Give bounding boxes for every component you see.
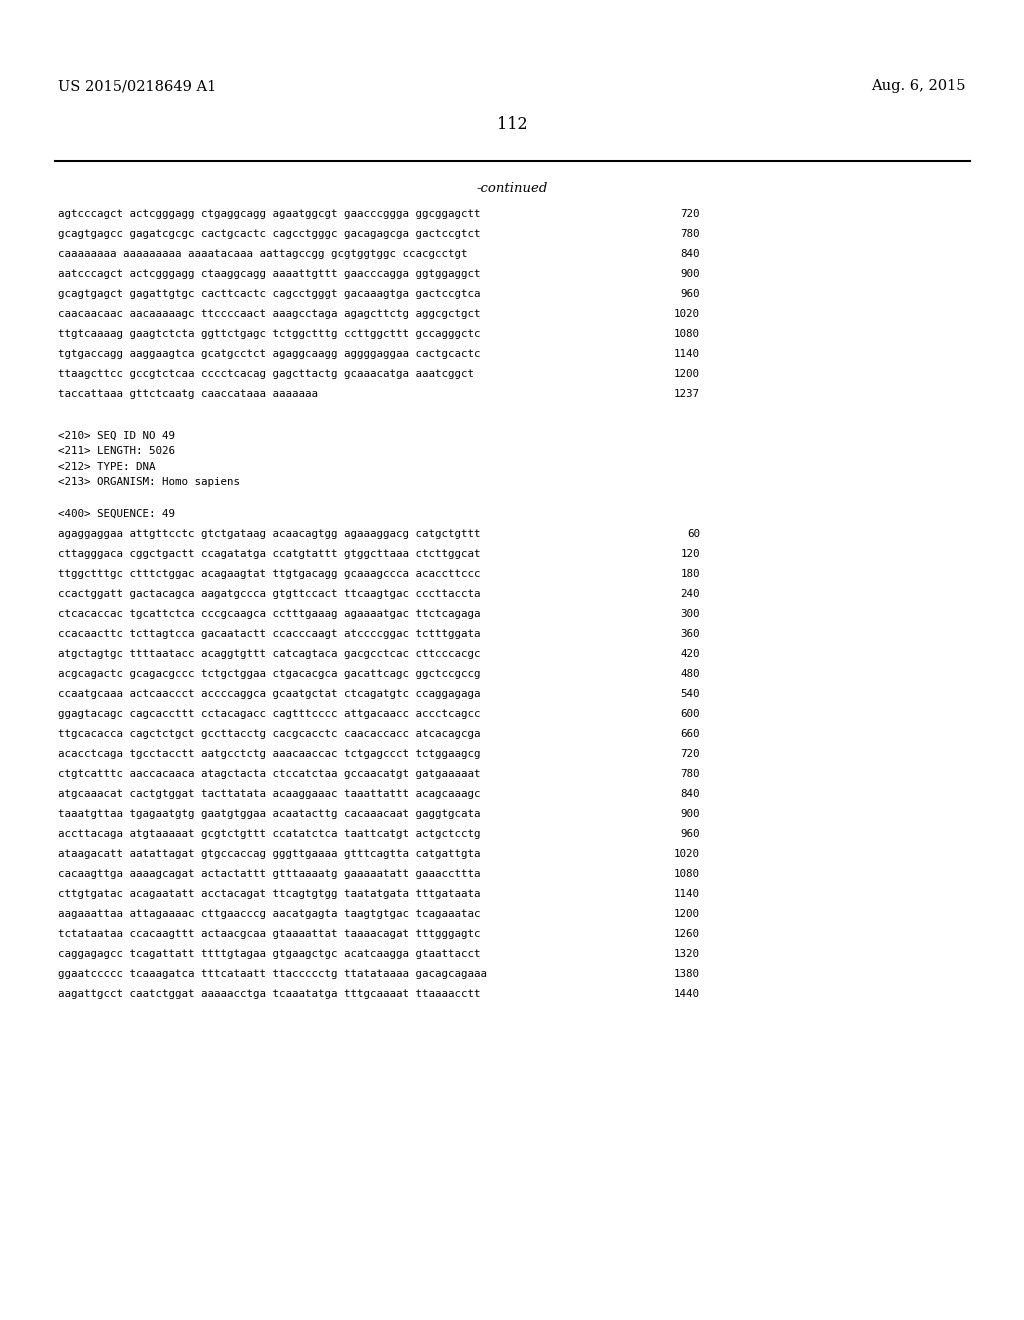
Text: 900: 900 (681, 268, 700, 279)
Text: 240: 240 (681, 589, 700, 598)
Text: atgctagtgc ttttaatacc acaggtgttt catcagtaca gacgcctcac cttcccacgc: atgctagtgc ttttaatacc acaggtgttt catcagt… (58, 648, 480, 659)
Text: ctgtcatttc aaccacaaca atagctacta ctccatctaa gccaacatgt gatgaaaaat: ctgtcatttc aaccacaaca atagctacta ctccatc… (58, 768, 480, 779)
Text: ggagtacagc cagcaccttt cctacagacc cagtttcccc attgacaacc accctcagcc: ggagtacagc cagcaccttt cctacagacc cagtttc… (58, 709, 480, 718)
Text: <211> LENGTH: 5026: <211> LENGTH: 5026 (58, 446, 175, 455)
Text: 1237: 1237 (674, 388, 700, 399)
Text: 300: 300 (681, 609, 700, 619)
Text: 900: 900 (681, 809, 700, 818)
Text: 360: 360 (681, 628, 700, 639)
Text: 1140: 1140 (674, 348, 700, 359)
Text: tctataataa ccacaagttt actaacgcaa gtaaaattat taaaacagat tttgggagtc: tctataataa ccacaagttt actaacgcaa gtaaaat… (58, 928, 480, 939)
Text: 960: 960 (681, 829, 700, 838)
Text: caaaaaaaa aaaaaaaaa aaaatacaaa aattagccgg gcgtggtggc ccacgcctgt: caaaaaaaa aaaaaaaaa aaaatacaaa aattagccg… (58, 248, 468, 259)
Text: ccactggatt gactacagca aagatgccca gtgttccact ttcaagtgac cccttaccta: ccactggatt gactacagca aagatgccca gtgttcc… (58, 589, 480, 598)
Text: taaatgttaa tgagaatgtg gaatgtggaa acaatacttg cacaaacaat gaggtgcata: taaatgttaa tgagaatgtg gaatgtggaa acaatac… (58, 809, 480, 818)
Text: ggaatccccc tcaaagatca tttcataatt ttaccccctg ttatataaaa gacagcagaaa: ggaatccccc tcaaagatca tttcataatt ttacccc… (58, 969, 487, 978)
Text: 1200: 1200 (674, 908, 700, 919)
Text: 1080: 1080 (674, 869, 700, 879)
Text: 1020: 1020 (674, 849, 700, 858)
Text: 420: 420 (681, 648, 700, 659)
Text: 1140: 1140 (674, 888, 700, 899)
Text: acacctcaga tgcctacctt aatgcctctg aaacaaccac tctgagccct tctggaagcg: acacctcaga tgcctacctt aatgcctctg aaacaac… (58, 748, 480, 759)
Text: aatcccagct actcgggagg ctaaggcagg aaaattgttt gaacccagga ggtggaggct: aatcccagct actcgggagg ctaaggcagg aaaattg… (58, 268, 480, 279)
Text: agaggaggaa attgttcctc gtctgataag acaacagtgg agaaaggacg catgctgttt: agaggaggaa attgttcctc gtctgataag acaacag… (58, 528, 480, 539)
Text: 1020: 1020 (674, 309, 700, 318)
Text: ttgtcaaaag gaagtctcta ggttctgagc tctggctttg ccttggcttt gccagggctc: ttgtcaaaag gaagtctcta ggttctgagc tctggct… (58, 329, 480, 338)
Text: acgcagactc gcagacgccc tctgctggaa ctgacacgca gacattcagc ggctccgccg: acgcagactc gcagacgccc tctgctggaa ctgacac… (58, 668, 480, 678)
Text: <400> SEQUENCE: 49: <400> SEQUENCE: 49 (58, 508, 175, 519)
Text: ataagacatt aatattagat gtgccaccag gggttgaaaa gtttcagtta catgattgta: ataagacatt aatattagat gtgccaccag gggttga… (58, 849, 480, 858)
Text: 1080: 1080 (674, 329, 700, 338)
Text: ccaatgcaaa actcaaccct accccaggca gcaatgctat ctcagatgtc ccaggagaga: ccaatgcaaa actcaaccct accccaggca gcaatgc… (58, 689, 480, 698)
Text: 720: 720 (681, 209, 700, 219)
Text: 1200: 1200 (674, 368, 700, 379)
Text: atgcaaacat cactgtggat tacttatata acaaggaaac taaattattt acagcaaagc: atgcaaacat cactgtggat tacttatata acaagga… (58, 788, 480, 799)
Text: Aug. 6, 2015: Aug. 6, 2015 (871, 79, 966, 94)
Text: 780: 780 (681, 768, 700, 779)
Text: cacaagttga aaaagcagat actactattt gtttaaaatg gaaaaatatt gaaaccttta: cacaagttga aaaagcagat actactattt gtttaaa… (58, 869, 480, 879)
Text: cttagggaca cggctgactt ccagatatga ccatgtattt gtggcttaaa ctcttggcat: cttagggaca cggctgactt ccagatatga ccatgta… (58, 549, 480, 558)
Text: 600: 600 (681, 709, 700, 718)
Text: 112: 112 (497, 116, 527, 133)
Text: ttaagcttcc gccgtctcaa cccctcacag gagcttactg gcaaacatga aaatcggct: ttaagcttcc gccgtctcaa cccctcacag gagctta… (58, 368, 474, 379)
Text: ttgcacacca cagctctgct gccttacctg cacgcacctc caacaccacc atcacagcga: ttgcacacca cagctctgct gccttacctg cacgcac… (58, 729, 480, 739)
Text: gcagtgagct gagattgtgc cacttcactc cagcctgggt gacaaagtga gactccgtca: gcagtgagct gagattgtgc cacttcactc cagcctg… (58, 289, 480, 298)
Text: 480: 480 (681, 668, 700, 678)
Text: aagattgcct caatctggat aaaaacctga tcaaatatga tttgcaaaat ttaaaacctt: aagattgcct caatctggat aaaaacctga tcaaata… (58, 989, 480, 998)
Text: agtcccagct actcgggagg ctgaggcagg agaatggcgt gaacccggga ggcggagctt: agtcccagct actcgggagg ctgaggcagg agaatgg… (58, 209, 480, 219)
Text: caacaacaac aacaaaaagc ttccccaact aaagcctaga agagcttctg aggcgctgct: caacaacaac aacaaaaagc ttccccaact aaagcct… (58, 309, 480, 318)
Text: ccacaacttc tcttagtcca gacaatactt ccacccaagt atccccggac tctttggata: ccacaacttc tcttagtcca gacaatactt ccaccca… (58, 628, 480, 639)
Text: US 2015/0218649 A1: US 2015/0218649 A1 (58, 79, 216, 94)
Text: 960: 960 (681, 289, 700, 298)
Text: aagaaattaa attagaaaac cttgaacccg aacatgagta taagtgtgac tcagaaatac: aagaaattaa attagaaaac cttgaacccg aacatga… (58, 908, 480, 919)
Text: 840: 840 (681, 248, 700, 259)
Text: accttacaga atgtaaaaat gcgtctgttt ccatatctca taattcatgt actgctcctg: accttacaga atgtaaaaat gcgtctgttt ccatatc… (58, 829, 480, 838)
Text: caggagagcc tcagattatt ttttgtagaa gtgaagctgc acatcaagga gtaattacct: caggagagcc tcagattatt ttttgtagaa gtgaagc… (58, 949, 480, 958)
Text: 1440: 1440 (674, 989, 700, 998)
Text: 660: 660 (681, 729, 700, 739)
Text: gcagtgagcc gagatcgcgc cactgcactc cagcctgggc gacagagcga gactccgtct: gcagtgagcc gagatcgcgc cactgcactc cagcctg… (58, 228, 480, 239)
Text: ctcacaccac tgcattctca cccgcaagca cctttgaaag agaaaatgac ttctcagaga: ctcacaccac tgcattctca cccgcaagca cctttga… (58, 609, 480, 619)
Text: 1380: 1380 (674, 969, 700, 978)
Text: 120: 120 (681, 549, 700, 558)
Text: 1260: 1260 (674, 928, 700, 939)
Text: taccattaaa gttctcaatg caaccataaa aaaaaaa: taccattaaa gttctcaatg caaccataaa aaaaaaa (58, 388, 318, 399)
Text: 60: 60 (687, 528, 700, 539)
Text: -continued: -continued (476, 182, 548, 195)
Text: <212> TYPE: DNA: <212> TYPE: DNA (58, 462, 156, 471)
Text: 1320: 1320 (674, 949, 700, 958)
Text: tgtgaccagg aaggaagtca gcatgcctct agaggcaagg aggggaggaa cactgcactc: tgtgaccagg aaggaagtca gcatgcctct agaggca… (58, 348, 480, 359)
Text: 540: 540 (681, 689, 700, 698)
Text: <210> SEQ ID NO 49: <210> SEQ ID NO 49 (58, 430, 175, 441)
Text: <213> ORGANISM: Homo sapiens: <213> ORGANISM: Homo sapiens (58, 477, 240, 487)
Text: 780: 780 (681, 228, 700, 239)
Text: 180: 180 (681, 569, 700, 578)
Text: ttggctttgc ctttctggac acagaagtat ttgtgacagg gcaaagccca acaccttccc: ttggctttgc ctttctggac acagaagtat ttgtgac… (58, 569, 480, 578)
Text: 840: 840 (681, 788, 700, 799)
Text: cttgtgatac acagaatatt acctacagat ttcagtgtgg taatatgata tttgataata: cttgtgatac acagaatatt acctacagat ttcagtg… (58, 888, 480, 899)
Text: 720: 720 (681, 748, 700, 759)
